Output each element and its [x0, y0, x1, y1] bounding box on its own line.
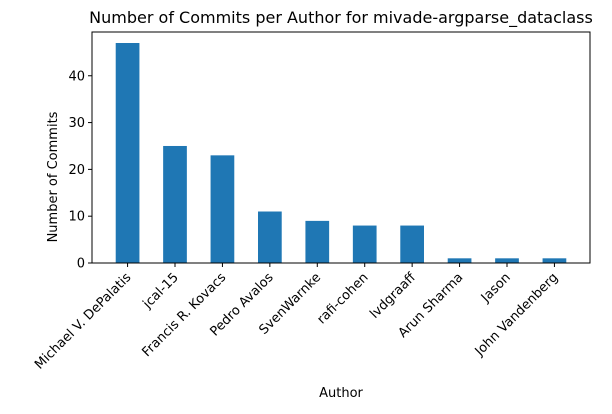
x-tick-label-5: rafi-cohen	[314, 270, 371, 327]
bar-2	[210, 155, 235, 263]
x-tick-label-1: jcal-15	[140, 270, 182, 312]
y-ticks-layer: 0 10 20 30 40	[68, 69, 92, 272]
bar-6	[400, 225, 424, 263]
x-tick-label-9: John Vandenberg	[472, 270, 562, 360]
y-tick-label-4: 40	[68, 69, 85, 84]
bar-3	[258, 211, 282, 263]
x-tick-label-2: Francis R. Kovacs	[139, 270, 229, 360]
bar-9	[542, 258, 567, 263]
bars-layer	[115, 43, 567, 263]
bar-4	[305, 220, 330, 263]
x-tick-label-0: Michael V. DePalatis	[32, 270, 134, 372]
bar-8	[495, 258, 519, 263]
x-tick-label-8: Jason	[478, 270, 514, 306]
plot-frame	[91, 31, 591, 264]
y-tick-label-3: 30	[68, 116, 85, 131]
chart-title: Number of Commits per Author for mivade-…	[89, 8, 593, 28]
bar-0	[115, 43, 140, 263]
bar-7	[447, 258, 472, 263]
y-tick-label-1: 10	[68, 210, 85, 225]
bar-1	[163, 145, 187, 263]
y-axis-label: Number of Commits	[46, 111, 61, 242]
bar-5	[352, 225, 377, 263]
y-tick-label-0: 0	[77, 257, 85, 272]
y-tick-label-2: 20	[68, 163, 85, 178]
x-axis-label: Author	[319, 386, 363, 401]
